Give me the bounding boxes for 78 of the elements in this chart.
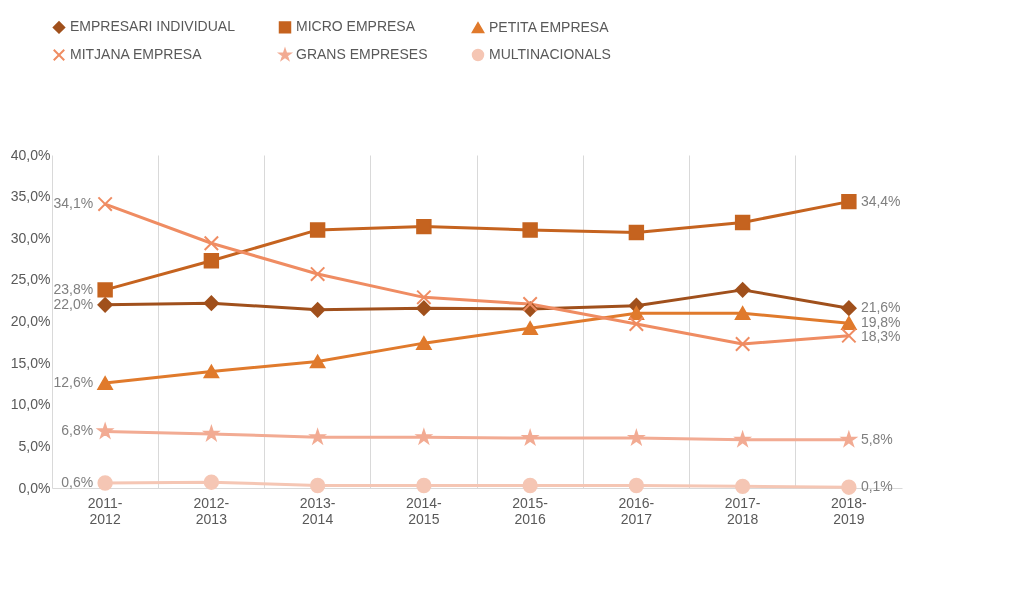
point bbox=[841, 316, 857, 330]
data-label: 19,8% bbox=[860, 314, 901, 331]
point bbox=[734, 478, 751, 495]
data-label: 23,8% bbox=[53, 280, 94, 297]
point bbox=[628, 316, 645, 332]
legend-label: EMPRESARI INDIVIDUAL bbox=[70, 18, 236, 35]
point bbox=[416, 336, 432, 350]
x-tick-label: 2013-2014 bbox=[299, 494, 336, 527]
point bbox=[309, 477, 326, 494]
x-tick-label: 2012-2013 bbox=[193, 494, 230, 527]
point bbox=[841, 193, 857, 210]
point bbox=[204, 426, 219, 441]
point bbox=[841, 327, 857, 344]
point bbox=[522, 321, 538, 335]
y-tick-label: 15,0% bbox=[10, 354, 51, 371]
point bbox=[97, 196, 113, 212]
point bbox=[97, 297, 113, 313]
legend-label: MITJANA EMPRESA bbox=[70, 46, 203, 62]
point bbox=[841, 432, 857, 447]
point bbox=[841, 479, 857, 495]
point bbox=[416, 289, 432, 306]
point bbox=[628, 306, 645, 320]
data-label: 0,1% bbox=[860, 478, 893, 495]
point bbox=[734, 282, 751, 298]
y-tick-label: 0,0% bbox=[18, 479, 51, 496]
y-tick-label: 20,0% bbox=[10, 313, 51, 329]
point bbox=[734, 336, 751, 352]
point bbox=[203, 474, 220, 490]
point bbox=[97, 475, 113, 491]
point bbox=[629, 430, 644, 445]
data-label: 34,4% bbox=[860, 192, 901, 209]
x-tick-label: 2016-2017 bbox=[618, 494, 655, 527]
point bbox=[628, 477, 645, 494]
x-tick-label: 2011-2012 bbox=[87, 494, 123, 527]
x-tick-label: 2018-2019 bbox=[830, 494, 868, 527]
x-tick-label: 2014-2015 bbox=[405, 494, 443, 527]
point bbox=[522, 430, 538, 445]
data-label: 18,3% bbox=[860, 328, 901, 345]
point bbox=[203, 364, 220, 379]
point bbox=[734, 214, 751, 231]
y-tick-label: 35,0% bbox=[10, 188, 51, 205]
point bbox=[309, 266, 326, 282]
data-label: 22,0% bbox=[53, 295, 94, 312]
point bbox=[309, 222, 326, 238]
point bbox=[203, 295, 220, 311]
data-label: 21,6% bbox=[860, 299, 901, 316]
y-tick-label: 10,0% bbox=[10, 396, 51, 413]
point bbox=[416, 300, 432, 316]
point bbox=[522, 222, 538, 238]
y-tick-label: 25,0% bbox=[10, 271, 51, 288]
point bbox=[203, 253, 220, 269]
point bbox=[841, 300, 857, 316]
y-tick-label: 30,0% bbox=[10, 229, 51, 246]
point bbox=[734, 306, 751, 320]
legend-label: PETITA EMPRESA bbox=[489, 18, 610, 35]
data-label: 0,6% bbox=[61, 474, 94, 491]
legend-label: MICRO EMPRESA bbox=[296, 18, 416, 35]
point bbox=[735, 432, 751, 447]
data-label: 6,8% bbox=[61, 422, 94, 439]
point bbox=[628, 224, 645, 241]
point bbox=[309, 302, 326, 318]
legend-label: GRANS EMPRESES bbox=[296, 46, 428, 62]
data-label: 5,8% bbox=[860, 430, 893, 447]
point bbox=[522, 296, 538, 312]
point bbox=[97, 282, 113, 298]
point bbox=[522, 477, 538, 494]
y-tick-label: 40,0% bbox=[10, 146, 51, 163]
point bbox=[416, 218, 432, 235]
x-tick-label: 2017-2018 bbox=[724, 494, 761, 527]
x-tick-label: 2015-2016 bbox=[512, 494, 549, 527]
point bbox=[203, 235, 220, 251]
y-tick-label: 5,0% bbox=[18, 437, 51, 454]
data-label: 12,6% bbox=[53, 374, 94, 391]
point bbox=[309, 354, 326, 369]
legend-label: MULTINACIONALS bbox=[489, 46, 611, 62]
point bbox=[97, 376, 113, 390]
point bbox=[416, 477, 432, 494]
data-label: 34,1% bbox=[53, 195, 94, 212]
